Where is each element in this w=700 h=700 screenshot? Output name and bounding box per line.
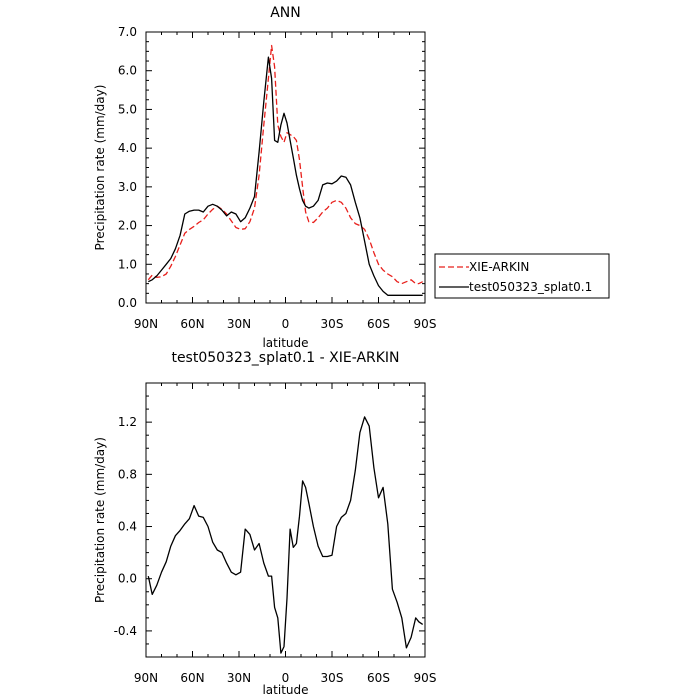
difference-chart: test050323_splat0.1 - XIE-ARKIN 90N 60N 30N… (93, 350, 436, 697)
bottom-x-tick-label: 30N (227, 671, 251, 685)
top-y-axis-title: Precipitation rate (mm/day) (93, 85, 107, 251)
top-y-tick-label: 4.0 (118, 141, 137, 155)
legend-box (434, 253, 610, 299)
top-chart-title: ANN (270, 5, 301, 21)
bottom-x-tick-label: 0 (282, 671, 290, 685)
top-y-tick-label: 2.0 (118, 219, 137, 233)
legend: XIE-ARKIN test050323_splat0.1 (434, 253, 610, 299)
top-plot-frame (145, 31, 426, 304)
top-x-tick-label: 30N (227, 317, 251, 331)
bottom-x-tick-label: 60N (180, 671, 204, 685)
top-x-tick-label: 90S (414, 317, 437, 331)
legend-label-1: XIE-ARKIN (469, 260, 529, 274)
top-x-tick-label: 30S (321, 317, 344, 331)
bottom-y-tick-label: -0.4 (114, 624, 137, 638)
bottom-x-axis-title: latitude (262, 683, 308, 697)
bottom-x-tick-label: 90S (414, 671, 437, 685)
top-y-tick-label: 7.0 (118, 25, 137, 39)
bottom-series-line-1 (147, 416, 424, 654)
top-y-tick-label: 1.0 (118, 257, 137, 271)
top-x-tick-label: 0 (282, 317, 290, 331)
bottom-y-tick-label: 0.8 (118, 467, 137, 481)
bottom-x-tick-label: 90N (134, 671, 158, 685)
top-x-tick-label: 60N (180, 317, 204, 331)
bottom-x-tick-label: 60S (367, 671, 390, 685)
top-series-line-2 (148, 56, 423, 296)
top-y-tick-label: 6.0 (118, 64, 137, 78)
top-x-axis-title: latitude (262, 336, 308, 350)
top-y-tick-label: 0.0 (118, 296, 137, 310)
top-x-tick-label: 90N (134, 317, 158, 331)
top-series-line-1 (147, 44, 423, 285)
top-chart: ANN 90N 60N 30N 0 30S 60S 90S 0.0 1.0 2.0 3.0 4.0 5.0… (93, 5, 610, 350)
top-y-tick-label: 3.0 (118, 180, 137, 194)
legend-label-2: test050323_splat0.1 (469, 280, 592, 294)
top-y-tick-label: 5.0 (118, 102, 137, 116)
top-x-tick-label: 60S (367, 317, 390, 331)
bottom-x-tick-label: 30S (321, 671, 344, 685)
bottom-y-tick-label: 1.2 (118, 415, 137, 429)
bottom-y-tick-label: 0.4 (118, 520, 137, 534)
bottom-y-axis-title: Precipitation rate (mm/day) (93, 437, 107, 603)
bottom-y-tick-label: 0.0 (118, 572, 137, 586)
bottom-chart-title: test050323_splat0.1 - XIE-ARKIN (171, 350, 399, 366)
